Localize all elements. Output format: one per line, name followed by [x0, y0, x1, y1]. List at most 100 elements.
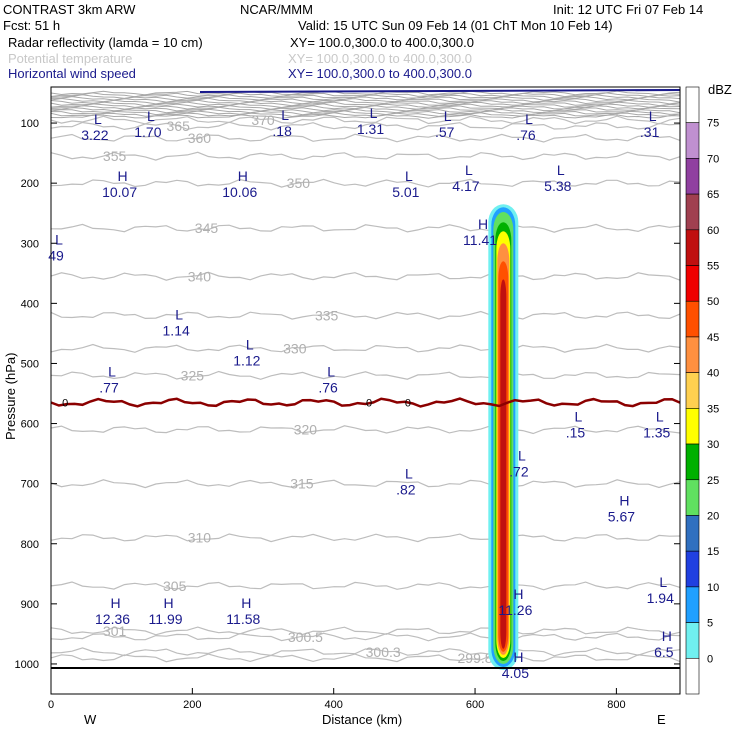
isentrope-299.8 — [50, 653, 681, 663]
isentrope-label-365: 365 — [167, 118, 191, 134]
y-tick-label-900: 900 — [21, 599, 39, 611]
extremum-type-28: H — [662, 628, 672, 644]
extremum-type-18: L — [575, 409, 583, 425]
isentrope-label-330: 330 — [283, 340, 307, 356]
extremum-value-19: 1.35 — [643, 425, 670, 441]
extremum-type-16: L — [108, 363, 116, 379]
colorbar-swatch-0 — [685, 86, 700, 124]
colorbar-swatch-8 — [685, 372, 700, 409]
colorbar-swatch-6 — [685, 300, 700, 338]
extremum-type-6: L — [649, 108, 657, 124]
colorbar-level-65: 65 — [707, 189, 719, 201]
axes: 100 200 300 400 500 600 700 800 900 1000 0 200 400 60… — [15, 118, 680, 711]
extremum-value-14: 1.14 — [163, 322, 190, 338]
extremum-value-18: .15 — [566, 425, 586, 441]
y-tick-label-800: 800 — [21, 539, 39, 551]
extremum-value-4: .57 — [435, 124, 455, 140]
isentrope-300.5 — [50, 632, 681, 642]
extremum-value-25: 11.99 — [149, 611, 183, 627]
colorbar-swatch-14 — [685, 586, 700, 623]
header-agency-label: NCAR/MMM — [240, 2, 313, 17]
extremum-value-22: 5.67 — [608, 509, 635, 525]
field-label-reflectivity: Radar reflectivity (lamda = 10 cm) — [8, 35, 203, 50]
colorbar-swatch-4 — [685, 229, 700, 266]
extremum-type-15: L — [246, 336, 254, 352]
top-wind-contour — [199, 89, 681, 93]
colorbar-title: dBZ — [708, 82, 732, 97]
extremum-value-20: .72 — [509, 464, 529, 480]
plot-frame — [50, 86, 681, 695]
extremum-type-21: L — [405, 466, 413, 482]
extremum-type-14: L — [175, 306, 183, 322]
extremum-value-0: 3.22 — [81, 127, 108, 143]
extremum-value-2: .18 — [272, 123, 292, 139]
extremum-type-29: H — [513, 649, 523, 665]
isentrope-label-340: 340 — [188, 268, 212, 284]
field-xy-theta: XY= 100.0,300.0 to 400.0,300.0 — [288, 51, 472, 66]
zero-line-path — [50, 397, 681, 408]
isentrope-label-355: 355 — [103, 148, 127, 164]
extremum-type-24: H — [110, 595, 120, 611]
y-axis-title: Pressure (hPa) — [3, 353, 18, 440]
isentrope-label-300.3: 300.3 — [366, 644, 401, 660]
extremum-type-23: L — [659, 574, 667, 590]
y-tick-label-300: 300 — [21, 238, 39, 250]
extremum-value-11: 5.38 — [544, 178, 571, 194]
field-label-theta: Potential temperature — [8, 51, 132, 66]
colorbar-swatch-2 — [685, 158, 700, 195]
extremum-value-24: 12.36 — [95, 611, 130, 627]
extremum-value-13: 49 — [48, 247, 64, 263]
isentrope-301 — [50, 626, 681, 636]
extremum-value-16: .77 — [99, 379, 119, 395]
isentrope-335 — [50, 310, 681, 320]
extremum-type-22: H — [619, 493, 629, 509]
header-valid-label: Valid: 15 UTC Sun 09 Feb 14 (01 ChT Mon … — [298, 18, 613, 33]
top-band-line — [50, 108, 681, 114]
extremum-value-1: 1.70 — [134, 124, 161, 140]
extremum-value-8: 10.06 — [222, 184, 257, 200]
colorbar-level-40: 40 — [707, 368, 719, 380]
extremum-type-10: L — [465, 162, 473, 178]
extremum-value-6: .31 — [640, 124, 660, 140]
isentrope-370 — [50, 115, 681, 125]
colorbar-level-0: 0 — [707, 653, 713, 665]
isentrope-label-325: 325 — [181, 367, 205, 383]
zero-line-label: 0 — [366, 398, 372, 410]
isentrope-330 — [50, 343, 681, 353]
extremum-type-0: L — [94, 111, 102, 127]
colorbar-swatch-1 — [685, 122, 700, 159]
extremum-value-15: 1.12 — [233, 352, 260, 368]
east-label: E — [657, 712, 666, 727]
isentrope-label-300.5: 300.5 — [288, 629, 323, 645]
colorbar-swatch-10 — [685, 443, 700, 481]
x-tick-label-0: 0 — [48, 699, 54, 711]
isentrope-label-305: 305 — [163, 578, 187, 594]
isentrope-365 — [50, 121, 681, 131]
isentrope-355 — [50, 151, 681, 161]
extremum-type-11: L — [557, 162, 565, 178]
west-label: W — [84, 712, 97, 727]
extremum-type-8: H — [238, 168, 248, 184]
colorbar-level-30: 30 — [707, 439, 719, 451]
extremum-value-23: 1.94 — [647, 590, 674, 606]
y-tick-label-400: 400 — [21, 298, 39, 310]
top-band-line — [51, 110, 681, 116]
isentrope-340 — [50, 271, 681, 281]
extremum-type-27: H — [513, 586, 523, 602]
plot-background — [51, 87, 680, 694]
isentrope-label-335: 335 — [315, 307, 339, 323]
top-band-line — [50, 114, 681, 119]
colorbar-level-50: 50 — [707, 296, 719, 308]
isentrope-350 — [50, 178, 681, 188]
field-label-wind: Horizontal wind speed — [8, 66, 136, 81]
isentrope-label-360: 360 — [188, 130, 212, 146]
extremum-value-12: 11.41 — [463, 232, 497, 248]
isentrope-label-350: 350 — [287, 175, 311, 191]
isentrope-label-310: 310 — [188, 530, 212, 546]
colorbar-level-70: 70 — [707, 153, 719, 165]
zero-line-label: 0 — [405, 398, 411, 410]
isentrope-315 — [50, 479, 681, 489]
